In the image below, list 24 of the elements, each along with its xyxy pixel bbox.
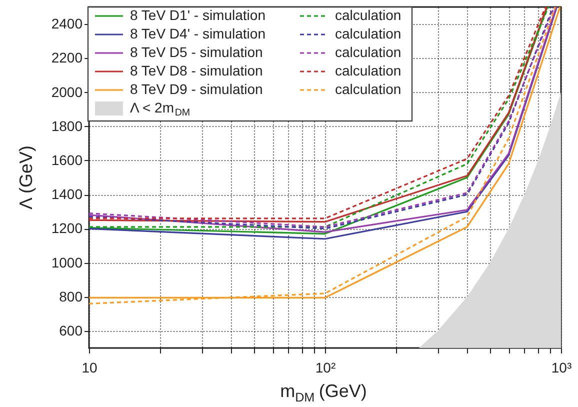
legend-label: calculation <box>335 7 402 23</box>
y-tick-label: 1600 <box>51 152 83 168</box>
y-tick-label: 800 <box>59 288 83 304</box>
y-tick-label: 1000 <box>51 254 83 270</box>
legend-label: 8 TeV D8 - simulation <box>130 62 263 78</box>
legend-label: calculation <box>335 26 402 42</box>
y-tick-label: 2400 <box>51 16 83 32</box>
x-tick-label: 10 <box>82 360 98 376</box>
x-tick-label: 10³ <box>551 360 572 376</box>
y-axis-title: Λ (GeV) <box>16 145 36 210</box>
y-tick-label: 2000 <box>51 84 83 100</box>
y-tick-label: 1800 <box>51 118 83 134</box>
legend-label: calculation <box>335 62 402 78</box>
legend-label: calculation <box>335 81 402 97</box>
legend-label: 8 TeV D9 - simulation <box>130 81 263 97</box>
y-tick-label: 1200 <box>51 220 83 236</box>
legend-label: calculation <box>335 44 402 60</box>
legend-label: 8 TeV D5 - simulation <box>130 44 263 60</box>
legend-label: 8 TeV D4' - simulation <box>130 26 266 42</box>
x-tick-label: 10² <box>315 360 336 376</box>
legend-label: 8 TeV D1' - simulation <box>130 7 266 23</box>
y-tick-label: 2200 <box>51 50 83 66</box>
y-tick-label: 1400 <box>51 186 83 202</box>
y-tick-label: 600 <box>59 322 83 338</box>
